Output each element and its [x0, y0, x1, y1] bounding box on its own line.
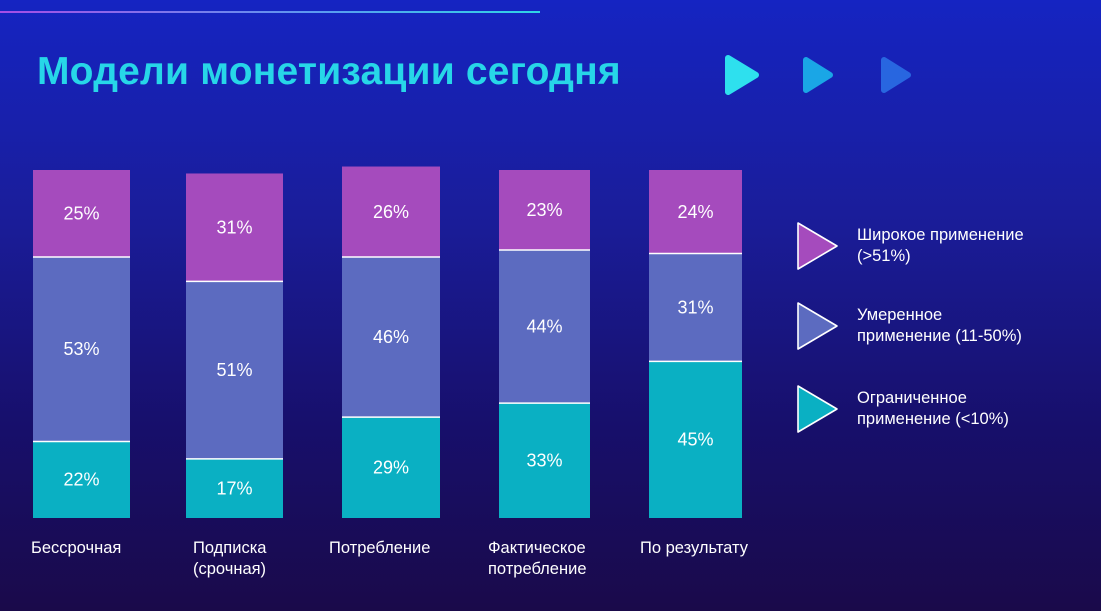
category-label: Подписка (срочная) — [193, 539, 267, 578]
bar-segment-wide — [186, 173, 283, 282]
purple-triangle-icon — [797, 222, 838, 270]
legend-label-line: применение (11-50%) — [857, 327, 1022, 345]
play-arrow-icon — [725, 55, 759, 95]
category-label-line: (срочная) — [193, 560, 266, 578]
data-label: 45% — [677, 430, 713, 450]
data-label: 46% — [373, 327, 409, 347]
play-arrow-icon — [803, 57, 833, 93]
legend-label-line: Ограниченное — [857, 389, 967, 407]
category-label: Фактическое потребление — [488, 539, 587, 578]
data-label: 24% — [677, 202, 713, 222]
bar-segment-moderate — [499, 250, 590, 404]
legend-label-line: Умеренное — [857, 306, 943, 324]
bar-segment-moderate — [186, 281, 283, 459]
legend-label-line: Широкое применение — [857, 226, 1024, 244]
bar-segment-wide — [499, 170, 590, 251]
bar-segment-wide — [342, 166, 440, 257]
data-label: 23% — [526, 200, 562, 220]
data-label: 53% — [63, 339, 99, 359]
play-arrow-icon — [881, 57, 911, 93]
data-label: 17% — [216, 478, 252, 498]
data-label: 25% — [63, 204, 99, 224]
legend-label-line: (>51%) — [857, 247, 911, 265]
category-label: Потребление — [329, 539, 430, 557]
category-label-line: По результату — [640, 539, 749, 557]
data-label: 31% — [677, 297, 713, 317]
page-title: Модели монетизации сегодня — [37, 50, 621, 93]
bar-segment-limited — [342, 417, 440, 518]
decorative-arrows — [725, 55, 911, 95]
blue-triangle-icon — [797, 302, 838, 350]
data-label: 51% — [216, 360, 252, 380]
bar-segment-limited — [649, 361, 742, 518]
data-label: 29% — [373, 458, 409, 478]
bar-segment-moderate — [33, 257, 130, 442]
category-label-line: Подписка — [193, 539, 267, 557]
data-label: 22% — [63, 470, 99, 490]
legend-label-line: применение (<10%) — [857, 410, 1009, 428]
data-label: 44% — [526, 317, 562, 337]
top-accent-line — [0, 11, 540, 13]
bar-segment-moderate — [342, 257, 440, 418]
teal-triangle-icon — [797, 385, 838, 433]
category-label-line: потребление — [488, 560, 587, 578]
legend-item-limited: Ограниченное применение (<10%) — [793, 381, 1093, 437]
data-label: 31% — [216, 217, 252, 237]
legend-item-moderate: Умеренное применение (11-50%) — [793, 298, 1093, 354]
bar-segment-limited — [33, 441, 130, 518]
bar-segment-limited — [186, 458, 283, 518]
legend-item-wide: Широкое применение (>51%) — [793, 218, 1093, 274]
bar-segment-moderate — [649, 253, 742, 362]
category-label-line: Потребление — [329, 539, 430, 557]
data-label: 26% — [373, 202, 409, 222]
bar-segment-wide — [33, 170, 130, 257]
bar-segment-wide — [649, 170, 742, 254]
category-label: Бессрочная — [31, 539, 121, 557]
bar-segment-limited — [499, 403, 590, 518]
category-label-line: Бессрочная — [31, 539, 121, 557]
category-label: По результату — [640, 539, 749, 557]
data-label: 33% — [526, 451, 562, 471]
category-label-line: Фактическое — [488, 539, 586, 557]
